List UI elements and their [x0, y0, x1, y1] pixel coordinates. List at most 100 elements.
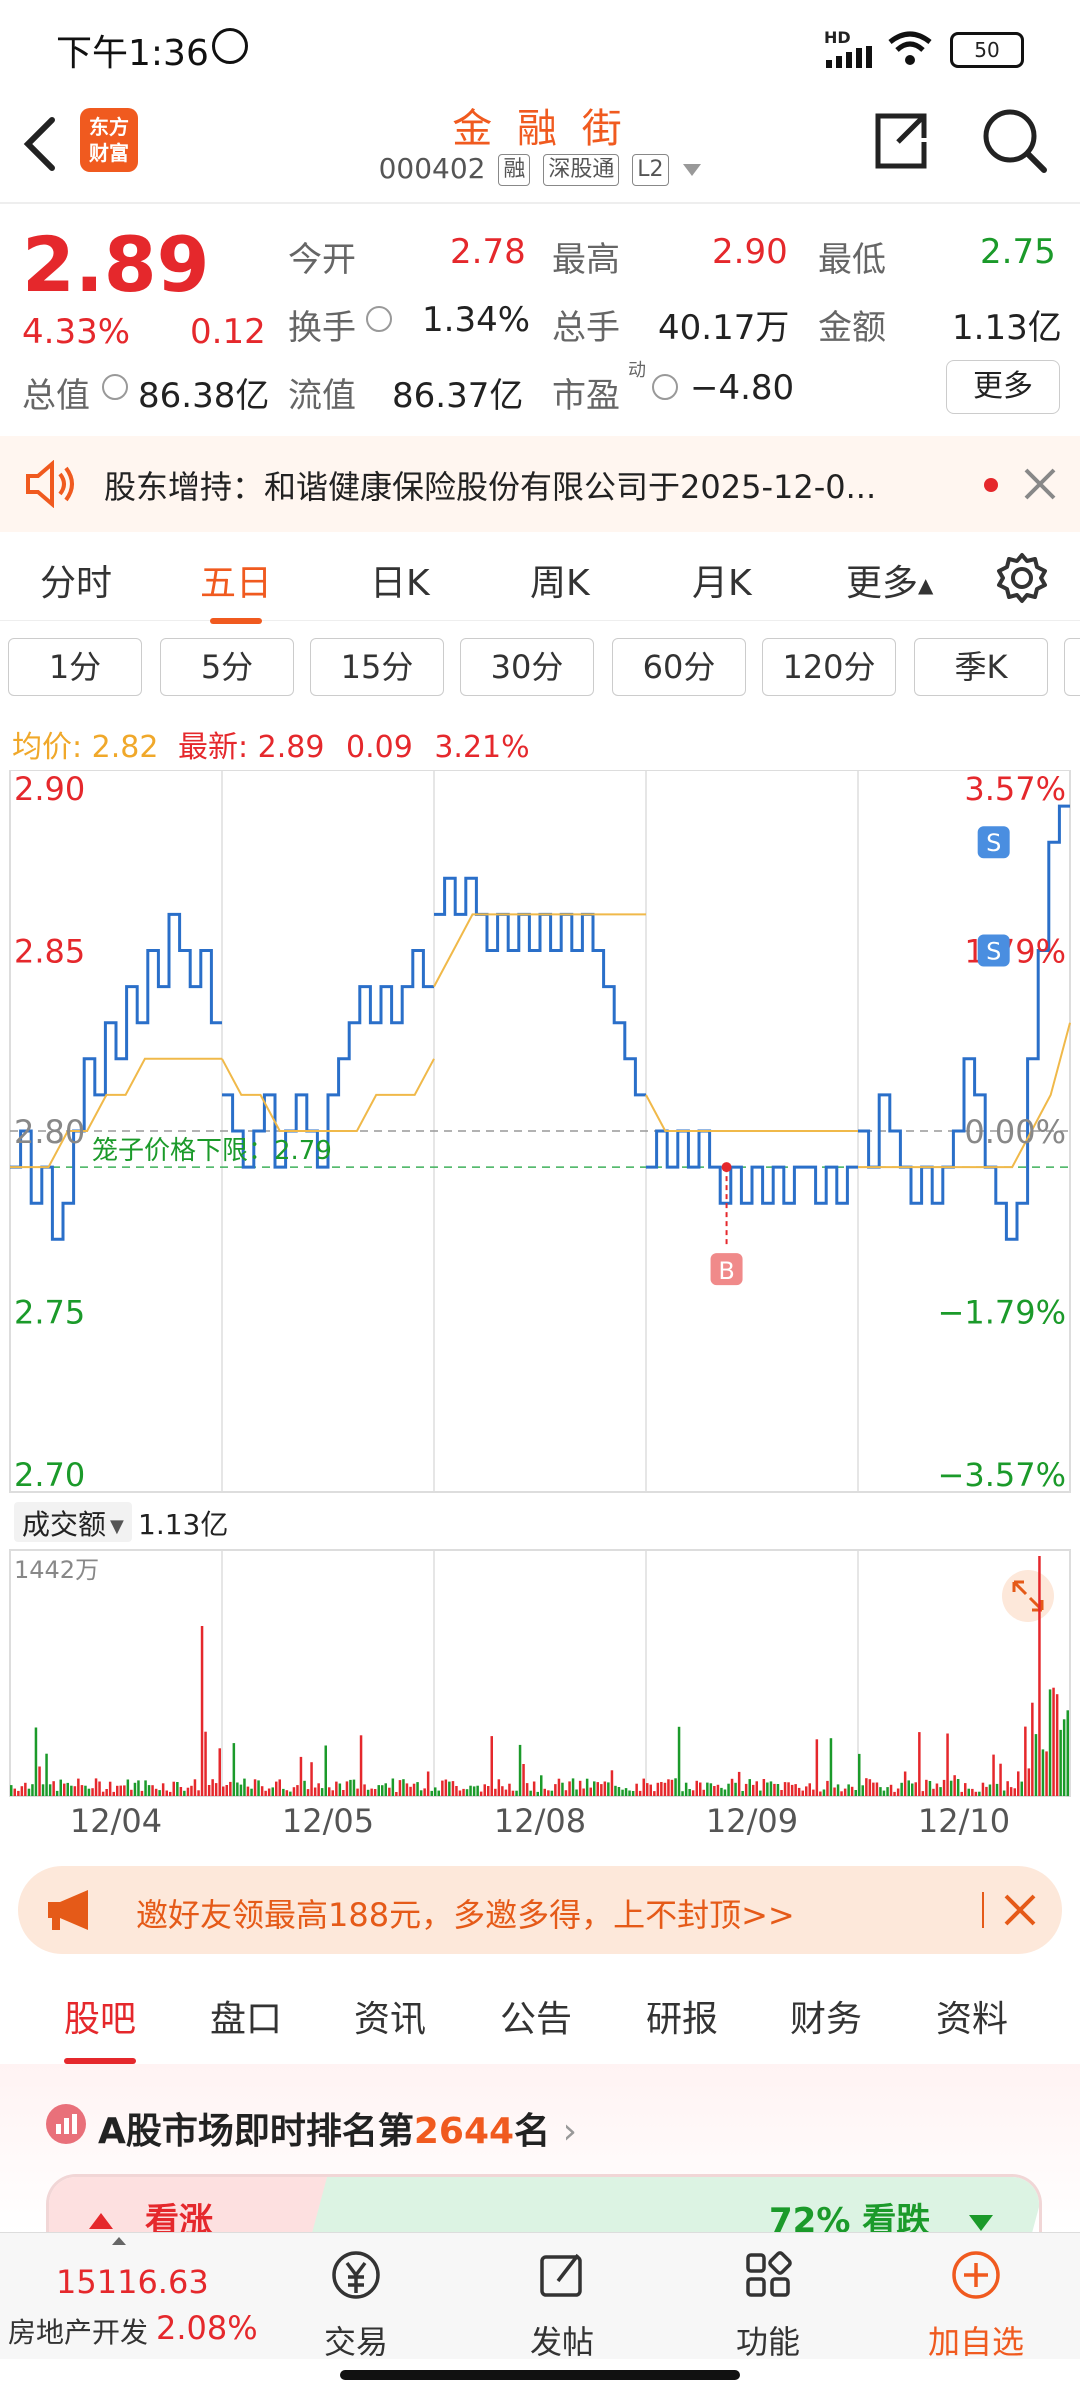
avg-line-day-5: [858, 1022, 1071, 1169]
tab-more[interactable]: 更多▲: [846, 554, 933, 606]
info-icon[interactable]: [102, 374, 128, 400]
nav-add-watchlist[interactable]: 加自选: [906, 2233, 1046, 2361]
volume-bar: [755, 1781, 758, 1796]
volume-bar: [547, 1790, 550, 1796]
tab-intraday[interactable]: 分时: [40, 563, 113, 604]
interval-5min[interactable]: 5分: [160, 638, 294, 696]
home-indicator[interactable]: [340, 2370, 740, 2380]
invite-banner[interactable]: 邀好友领最高188元，多邀多得，上不封顶>>: [18, 1866, 1062, 1954]
speaker-icon: [24, 459, 76, 512]
tab-news[interactable]: 资讯: [354, 1999, 427, 2040]
rank-text: A股市场即时排名第2644名 ›: [98, 2102, 577, 2154]
tab-profile[interactable]: 资料: [936, 1999, 1009, 2040]
volume-bar: [773, 1783, 776, 1796]
close-icon[interactable]: [1022, 466, 1058, 506]
volume-bar: [614, 1785, 617, 1796]
float-label: 流值: [288, 376, 356, 416]
tab-weekly-k[interactable]: 周K: [530, 563, 590, 604]
volume-bar: [1027, 1768, 1031, 1796]
price-line-day-4: [646, 1129, 858, 1205]
tab-daily-k[interactable]: 日K: [370, 563, 430, 604]
volume-bar: [472, 1786, 476, 1796]
volume-bar: [787, 1782, 790, 1796]
volume-bar: [543, 1788, 546, 1796]
volume-bar: [914, 1782, 917, 1796]
caret-up-icon: [112, 2237, 126, 2245]
volume-bar: [373, 1789, 377, 1796]
network-label: HD: [824, 28, 851, 47]
volume-bar: [59, 1779, 62, 1796]
more-button[interactable]: 更多: [946, 360, 1060, 414]
tab-orderbook[interactable]: 盘口: [210, 1999, 283, 2040]
volume-bar: [310, 1762, 313, 1796]
interval-15min[interactable]: 15分: [310, 638, 444, 696]
volume-bar: [812, 1789, 815, 1796]
interval-1min[interactable]: 1分: [8, 638, 142, 696]
tab-research[interactable]: 研报: [646, 1999, 719, 2040]
pct-axis-label: 0.00%: [964, 1113, 1066, 1151]
nav-functions[interactable]: 功能: [698, 2233, 838, 2361]
index-ticker[interactable]: 15116.63 房地产开发 2.08%: [0, 2233, 270, 2359]
tab-announcements[interactable]: 公告: [500, 1999, 573, 2040]
banner-divider: [982, 1892, 984, 1928]
interval-overflow[interactable]: [1064, 638, 1080, 696]
volume-bar: [398, 1780, 402, 1796]
volume-bar: [324, 1745, 327, 1796]
interval-quarter-k[interactable]: 季K: [914, 638, 1048, 696]
volume-bar: [649, 1784, 652, 1796]
volume-bar: [688, 1789, 691, 1796]
price-line-day-2: [222, 949, 434, 1169]
volume-bar: [716, 1784, 720, 1796]
volume-bar: [243, 1778, 246, 1796]
interval-30min[interactable]: 30分: [460, 638, 594, 696]
volume-bar: [752, 1784, 755, 1796]
nav-trade[interactable]: 交易: [286, 2233, 426, 2361]
volume-bar: [847, 1784, 850, 1796]
back-icon[interactable]: [18, 114, 62, 178]
volume-bar: [578, 1780, 582, 1796]
notice-bar[interactable]: 股东增持：和谐健康保险股份有限公司于2025-12-0...: [0, 436, 1080, 532]
tab-financials[interactable]: 财务: [790, 1999, 863, 2040]
volume-bar: [1024, 1726, 1027, 1796]
close-icon[interactable]: [1002, 1892, 1038, 1932]
info-icon[interactable]: [366, 306, 392, 332]
vote-down-label: 72% 看跌: [769, 2201, 931, 2237]
volume-bar: [366, 1789, 370, 1796]
volume-bar: [953, 1775, 956, 1796]
tab-five-day[interactable]: 五日: [200, 554, 272, 624]
volume-bar: [939, 1787, 942, 1796]
gear-icon[interactable]: [996, 552, 1048, 608]
change-value: 0.12: [190, 312, 266, 352]
volume-bar: [833, 1787, 836, 1796]
rank-suffix: 名: [514, 2111, 551, 2152]
signal-icon: [826, 46, 874, 72]
volume-bar: [571, 1778, 575, 1796]
nav-post[interactable]: 发帖: [492, 2233, 632, 2361]
vote-bar[interactable]: 看涨 72% 看跌: [46, 2174, 1042, 2237]
volume-bar: [600, 1784, 603, 1796]
interval-120min[interactable]: 120分: [762, 638, 896, 696]
volume-bar: [94, 1778, 98, 1796]
stock-code-row[interactable]: 000402 融 深股通 L2: [0, 152, 1080, 186]
volume-bar: [419, 1790, 423, 1796]
share-icon[interactable]: [872, 108, 932, 176]
tag-l2: L2: [632, 154, 669, 186]
info-icon[interactable]: [652, 374, 678, 400]
search-icon[interactable]: [980, 106, 1050, 180]
volume-selector-label: 成交额: [22, 1508, 106, 1541]
interval-60min[interactable]: 60分: [612, 638, 746, 696]
volume-bar: [487, 1786, 490, 1796]
tab-guba[interactable]: 股吧: [64, 1990, 137, 2064]
low-value: 2.75: [980, 232, 1056, 272]
volume-bar: [356, 1788, 359, 1796]
volume-bar: [603, 1781, 607, 1796]
five-day-chart[interactable]: 2.902.852.802.752.703.57%1.79%0.00%−1.79…: [0, 770, 1080, 1850]
volume-bar: [41, 1784, 45, 1796]
volume-bar: [808, 1783, 811, 1796]
stock-name: 金 融 街: [452, 106, 628, 152]
vote-down-segment[interactable]: [310, 2177, 1039, 2237]
volume-bar: [275, 1781, 278, 1796]
volume-bar: [108, 1781, 112, 1796]
tab-monthly-k[interactable]: 月K: [692, 563, 752, 604]
volume-bar: [391, 1778, 395, 1796]
